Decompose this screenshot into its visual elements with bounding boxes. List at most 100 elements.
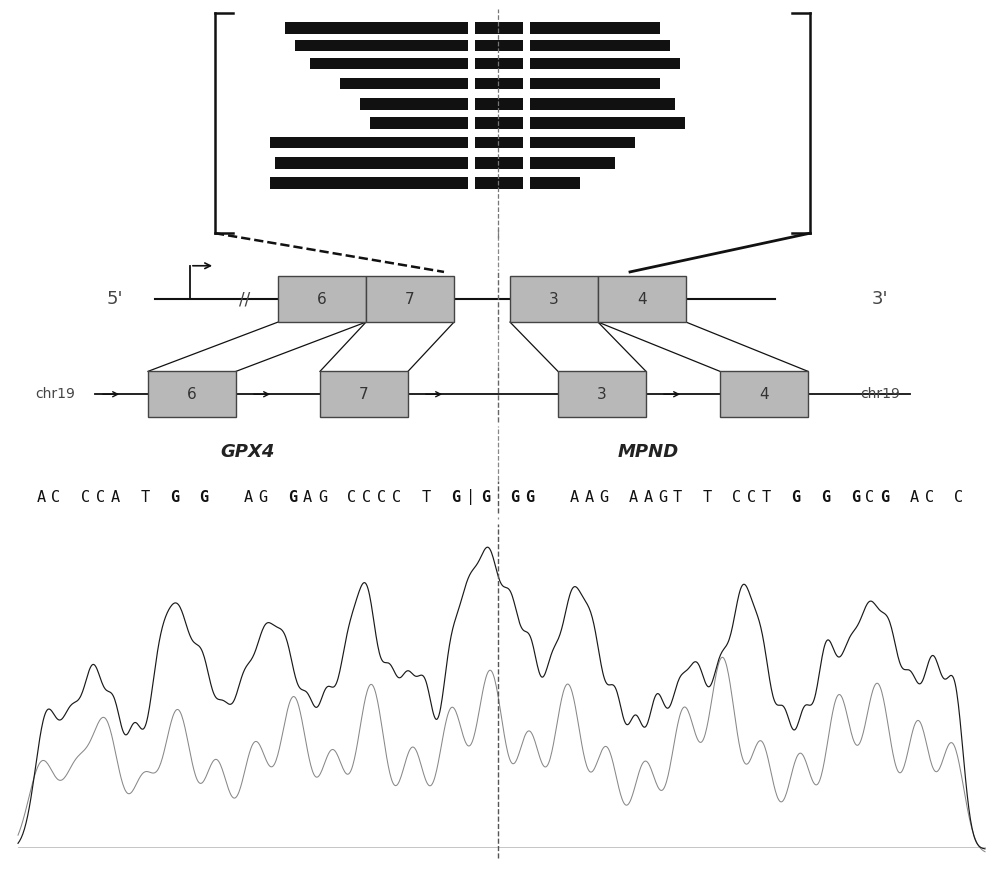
Bar — [487, 40, 494, 51]
Bar — [498, 22, 505, 33]
Text: G: G — [658, 489, 667, 505]
Text: G: G — [880, 489, 889, 505]
Bar — [530, 77, 660, 89]
Text: C: C — [377, 489, 386, 505]
Bar — [475, 136, 482, 148]
Bar — [558, 371, 646, 417]
Text: T: T — [703, 489, 712, 505]
Bar — [493, 177, 500, 188]
Bar — [510, 98, 517, 109]
Bar — [370, 117, 468, 128]
Text: |: | — [466, 489, 475, 505]
Text: G: G — [525, 489, 534, 505]
Bar — [481, 98, 488, 109]
Bar — [148, 371, 236, 417]
Bar — [510, 77, 517, 89]
Bar — [481, 136, 488, 148]
Text: 7: 7 — [359, 386, 369, 402]
Bar — [516, 22, 523, 33]
Bar — [481, 157, 488, 168]
Bar — [504, 98, 511, 109]
Text: //: // — [239, 290, 251, 308]
Bar — [487, 117, 494, 128]
Bar — [481, 77, 488, 89]
Bar — [475, 98, 482, 109]
Bar — [516, 136, 523, 148]
Text: G: G — [481, 489, 490, 505]
Text: 3: 3 — [597, 386, 607, 402]
Bar — [487, 57, 494, 69]
Bar — [498, 177, 505, 188]
Text: A: A — [643, 489, 653, 505]
Bar — [498, 40, 505, 51]
Bar — [270, 177, 468, 188]
Bar — [493, 77, 500, 89]
Bar — [510, 22, 517, 33]
Text: A: A — [569, 489, 579, 505]
Bar — [504, 77, 511, 89]
Bar — [516, 40, 523, 51]
Bar — [510, 276, 598, 322]
Text: 4: 4 — [759, 386, 769, 402]
Bar — [493, 22, 500, 33]
Bar — [498, 77, 505, 89]
Bar — [493, 157, 500, 168]
Bar — [598, 276, 686, 322]
Bar — [516, 177, 523, 188]
Text: G: G — [318, 489, 327, 505]
Bar — [487, 157, 494, 168]
Bar — [360, 98, 468, 109]
Bar — [487, 177, 494, 188]
Text: A: A — [910, 489, 919, 505]
Bar — [504, 117, 511, 128]
Text: A: A — [244, 489, 253, 505]
Text: C: C — [362, 489, 371, 505]
Bar — [498, 117, 505, 128]
Bar — [340, 77, 468, 89]
Bar — [530, 157, 615, 168]
Text: GPX4: GPX4 — [221, 443, 275, 460]
Text: C: C — [925, 489, 934, 505]
Bar — [493, 40, 500, 51]
Text: 6: 6 — [317, 291, 327, 307]
Bar — [510, 157, 517, 168]
Text: G: G — [259, 489, 268, 505]
Text: G: G — [599, 489, 608, 505]
Bar — [530, 98, 675, 109]
Text: 3': 3' — [872, 290, 888, 308]
Text: G: G — [510, 489, 519, 505]
Bar — [504, 57, 511, 69]
Bar — [504, 177, 511, 188]
Text: 4: 4 — [637, 291, 647, 307]
Bar — [366, 276, 454, 322]
Bar — [493, 98, 500, 109]
Bar — [475, 40, 482, 51]
Text: 6: 6 — [187, 386, 197, 402]
Bar — [487, 22, 494, 33]
Bar — [510, 57, 517, 69]
Bar — [285, 22, 468, 33]
Bar — [498, 157, 505, 168]
Bar — [530, 40, 670, 51]
Bar — [475, 57, 482, 69]
Text: C: C — [732, 489, 741, 505]
Text: A: A — [629, 489, 638, 505]
Bar — [516, 77, 523, 89]
Text: G: G — [451, 489, 460, 505]
Text: MPND: MPND — [617, 443, 679, 460]
Bar — [498, 136, 505, 148]
Text: T: T — [421, 489, 431, 505]
Bar — [487, 77, 494, 89]
Text: C: C — [81, 489, 90, 505]
Bar — [504, 157, 511, 168]
Bar — [493, 117, 500, 128]
Bar — [481, 40, 488, 51]
Text: C: C — [747, 489, 756, 505]
Text: C: C — [96, 489, 105, 505]
Bar — [530, 22, 660, 33]
Text: C: C — [347, 489, 357, 505]
Bar — [475, 117, 482, 128]
Bar — [510, 136, 517, 148]
Bar — [516, 98, 523, 109]
Text: C: C — [954, 489, 963, 505]
